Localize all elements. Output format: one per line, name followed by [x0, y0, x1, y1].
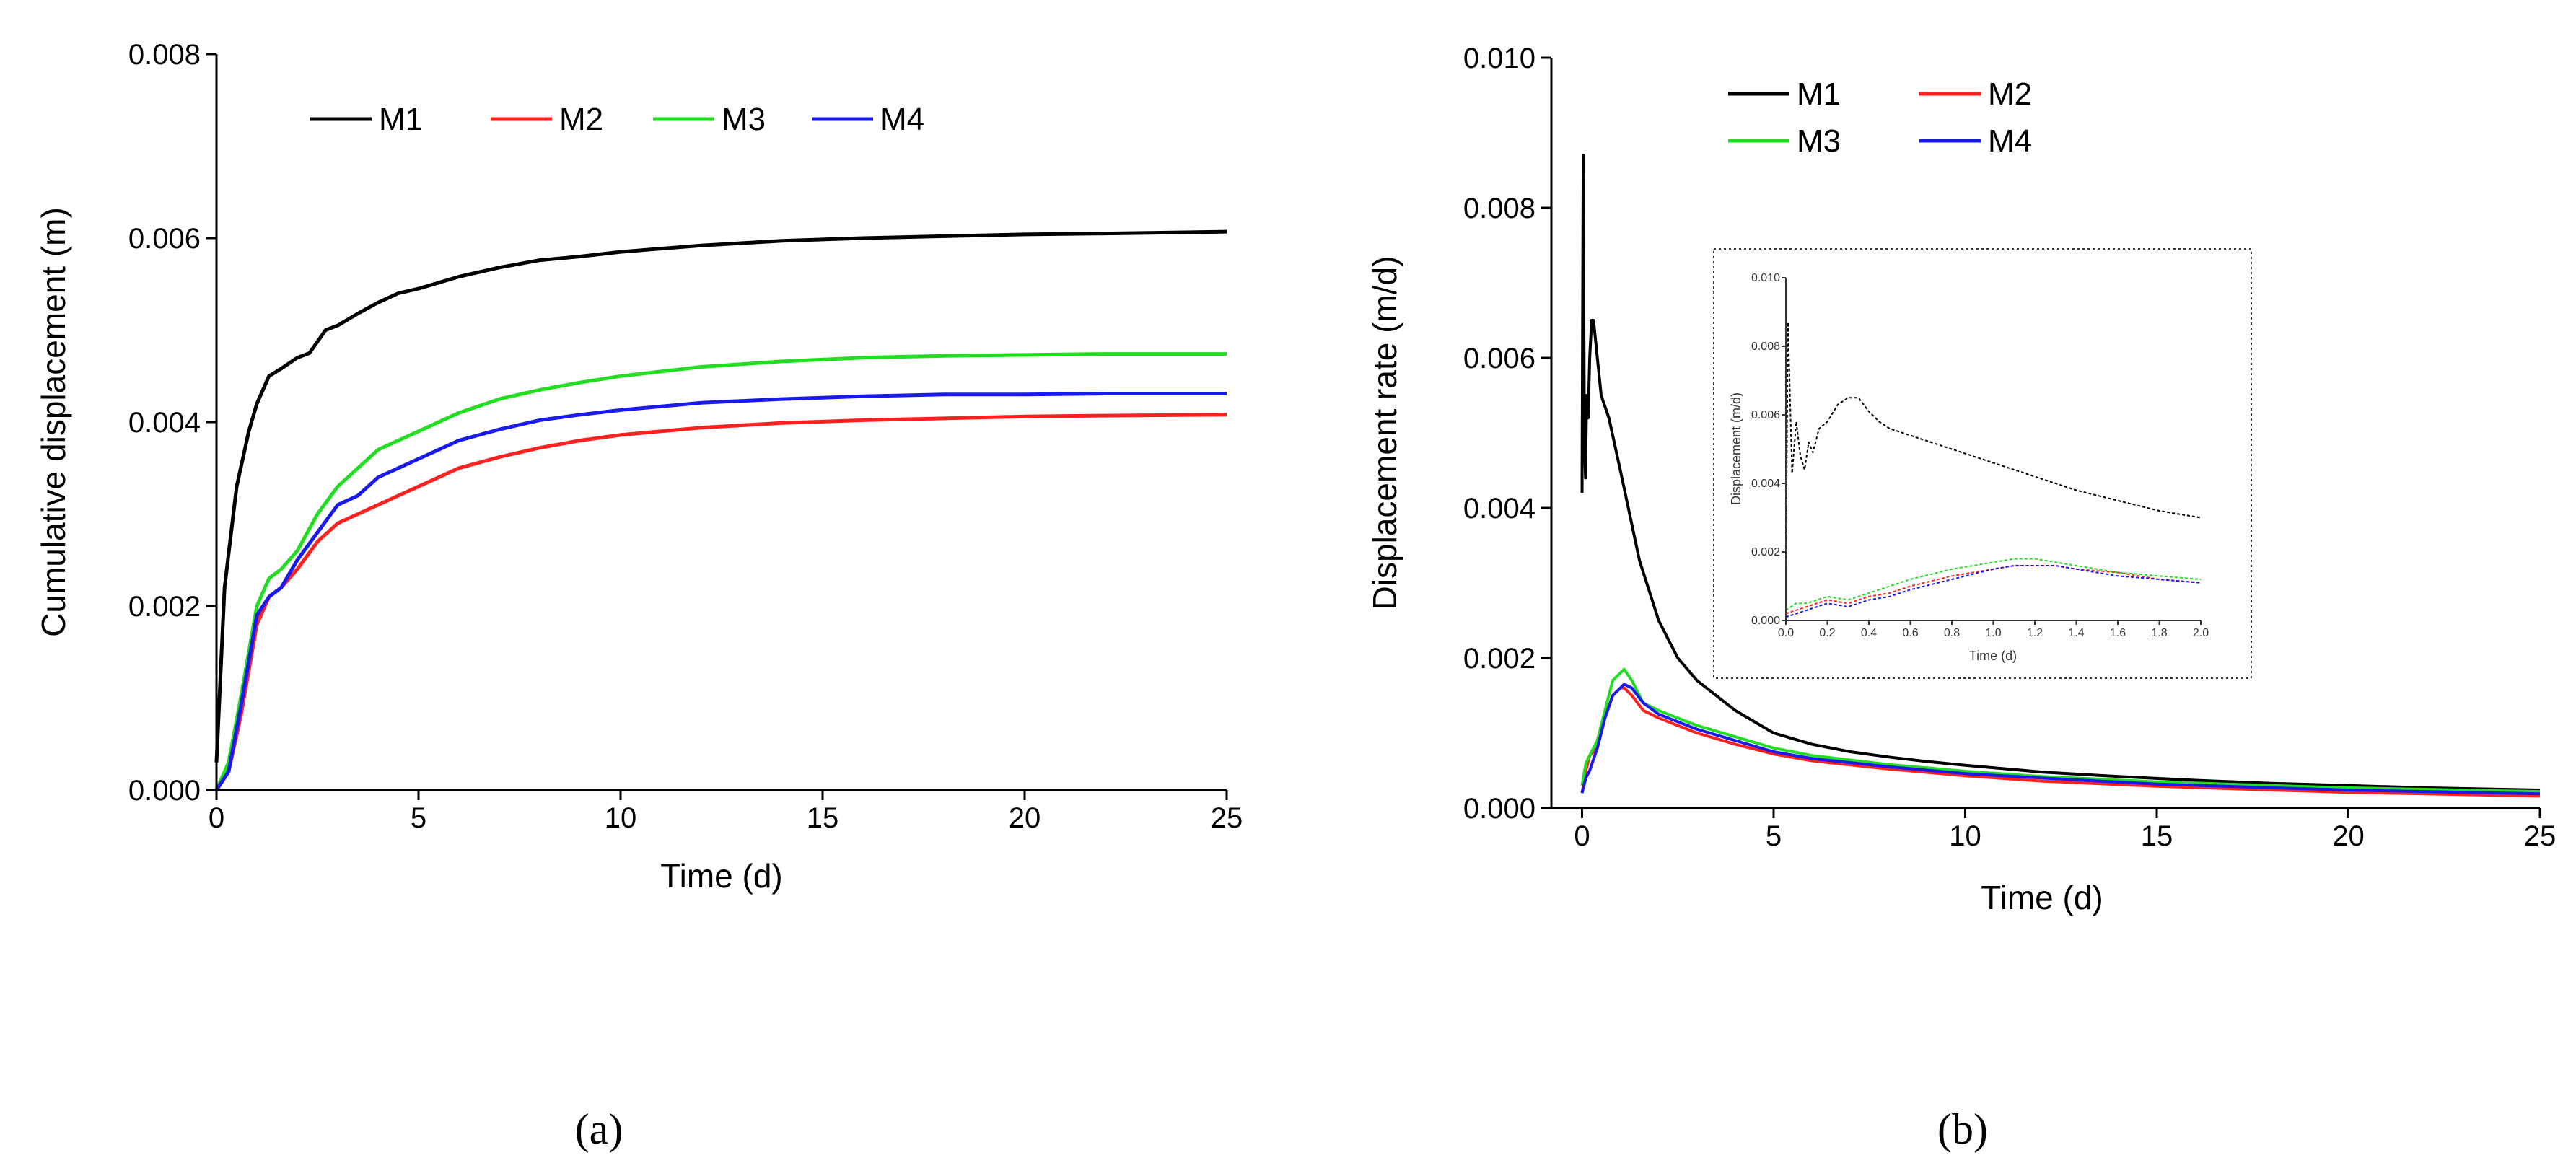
panel-b-x-axis-title: Time (d) — [1981, 879, 2103, 916]
panel-a-x-tick-label: 0 — [209, 802, 224, 834]
panel-a-x-axis-title: Time (d) — [660, 857, 783, 895]
inset-x-tick-label: 1.8 — [2151, 627, 2167, 639]
panel-b-legend-label-m4: M4 — [1988, 123, 2032, 159]
inset-y-tick-label: 0.004 — [1751, 478, 1780, 490]
panel-b-legend-label-m3: M3 — [1797, 123, 1841, 159]
inset-y-tick-label: 0.008 — [1751, 341, 1780, 353]
inset-x-tick-label: 0.8 — [1944, 627, 1960, 639]
inset-series-m4 — [1785, 565, 2202, 618]
panel-b-x-tick-label: 0 — [1574, 820, 1590, 852]
panel-a-cumulative-displacement: 0 5 10 15 20 25 0.000 0.002 0.004 0.006 0.008 Cumu… — [35, 39, 1243, 895]
inset-x-tick-label: 1.0 — [1985, 627, 2001, 639]
panel-a-legend-label-m4: M4 — [880, 102, 924, 137]
inset-x-tick-label: 2.0 — [2193, 627, 2209, 639]
inset-x-tick-label: 1.2 — [2027, 627, 2043, 639]
inset-x-tick-label: 0.0 — [1778, 627, 1794, 639]
panel-a-y-tick-label: 0.008 — [128, 39, 201, 71]
panel-a-x-tick-label: 25 — [1211, 802, 1243, 834]
panel-a-x-tick-label: 5 — [411, 802, 426, 834]
panel-a-y-tick-label: 0.004 — [128, 407, 201, 439]
panel-b-x-tick-label: 25 — [2524, 820, 2557, 852]
panel-a-x-tick-label: 10 — [605, 802, 637, 834]
panel-b-series-m4 — [1580, 683, 2541, 796]
panel-b-series-m3 — [1580, 667, 2541, 794]
panel-b-legend-label-m1: M1 — [1797, 76, 1841, 112]
inset-x-tick-label: 1.4 — [2068, 627, 2084, 639]
panel-b-legend-label-m2: M2 — [1988, 76, 2032, 112]
caption-a: (a) — [575, 1105, 623, 1153]
panel-a-series-m1 — [214, 229, 1227, 763]
inset-ticks: 0.0 0.2 0.4 0.6 0.8 1.0 1.2 1.4 1.6 1.8 2.0 0.000 0.… — [1751, 272, 2209, 639]
inset-y-tick-label: 0.006 — [1751, 409, 1780, 421]
panel-b-legend: M1 M2 M3 M4 — [1728, 76, 2032, 159]
panel-a-axis-frame — [215, 54, 1227, 791]
panel-a-x-tick-label: 15 — [807, 802, 839, 834]
panel-a-y-tick-label: 0.002 — [128, 591, 201, 623]
panel-a-x-tick-label: 20 — [1009, 802, 1041, 834]
panel-a-series-m3 — [214, 352, 1227, 791]
inset-x-axis-title: Time (d) — [1969, 649, 2017, 663]
inset-y-tick-label: 0.010 — [1751, 272, 1780, 284]
panel-b-y-tick-label: 0.000 — [1463, 793, 1535, 825]
panel-b-inset-chart: 0.0 0.2 0.4 0.6 0.8 1.0 1.2 1.4 1.6 1.8 2.0 0.000 0.… — [1713, 248, 2252, 679]
panel-b-series-m1 — [1580, 154, 2541, 791]
panel-a-y-axis-title: Cumulative displacement (m) — [35, 207, 72, 637]
panel-b-x-tick-label: 5 — [1766, 820, 1782, 852]
panel-b-x-tick-label: 15 — [2141, 820, 2173, 852]
panel-b-ticks: 0 5 10 15 20 25 0.000 0.002 0.004 0.006 0.008 0.010 — [1463, 43, 2556, 852]
panel-a-series-m2 — [214, 413, 1227, 791]
panel-b-x-tick-label: 20 — [2332, 820, 2365, 852]
inset-x-tick-label: 0.2 — [1819, 627, 1835, 639]
inset-series-m3 — [1785, 558, 2202, 611]
panel-b-y-tick-label: 0.002 — [1463, 643, 1535, 675]
panel-a-series-m4 — [214, 392, 1227, 791]
panel-a-y-tick-label: 0.000 — [128, 775, 201, 807]
panel-a-legend: M1 M2 M3 M4 — [310, 102, 924, 137]
inset-y-tick-label: 0.000 — [1751, 615, 1780, 627]
inset-x-tick-label: 0.6 — [1902, 627, 1918, 639]
inset-x-tick-label: 1.6 — [2110, 627, 2126, 639]
panel-a-legend-label-m2: M2 — [559, 102, 603, 137]
panel-a-legend-label-m1: M1 — [379, 102, 423, 137]
inset-series — [1785, 321, 2202, 618]
panel-a-ticks: 0 5 10 15 20 25 0.000 0.002 0.004 0.006 0.008 — [128, 39, 1243, 834]
panel-a-legend-label-m3: M3 — [722, 102, 766, 137]
inset-y-axis-title: Displacement (m/d) — [1729, 392, 1743, 505]
inset-series-m1 — [1785, 321, 2202, 569]
panel-b-y-tick-label: 0.006 — [1463, 343, 1535, 374]
panel-b-axis-frame — [1550, 58, 2540, 809]
panel-b-y-tick-label: 0.010 — [1463, 43, 1535, 74]
panel-b-series — [1580, 154, 2541, 798]
panel-b-y-tick-label: 0.008 — [1463, 193, 1535, 224]
inset-series-m2 — [1785, 565, 2202, 615]
inset-x-tick-label: 0.4 — [1861, 627, 1877, 639]
panel-b-displacement-rate: 0 5 10 15 20 25 0.000 0.002 0.004 0.006 0.008 0.010… — [1366, 43, 2556, 916]
panel-b-x-tick-label: 10 — [1949, 820, 1981, 852]
caption-b: (b) — [1937, 1105, 1988, 1153]
panel-a-series — [214, 229, 1227, 791]
inset-dashed-frame — [1713, 248, 2252, 679]
panel-a-y-tick-label: 0.006 — [128, 223, 201, 255]
panel-b-y-axis-title: Displacement rate (m/d) — [1366, 256, 1403, 610]
panel-b-y-tick-label: 0.004 — [1463, 493, 1535, 525]
inset-y-tick-label: 0.002 — [1751, 546, 1780, 558]
